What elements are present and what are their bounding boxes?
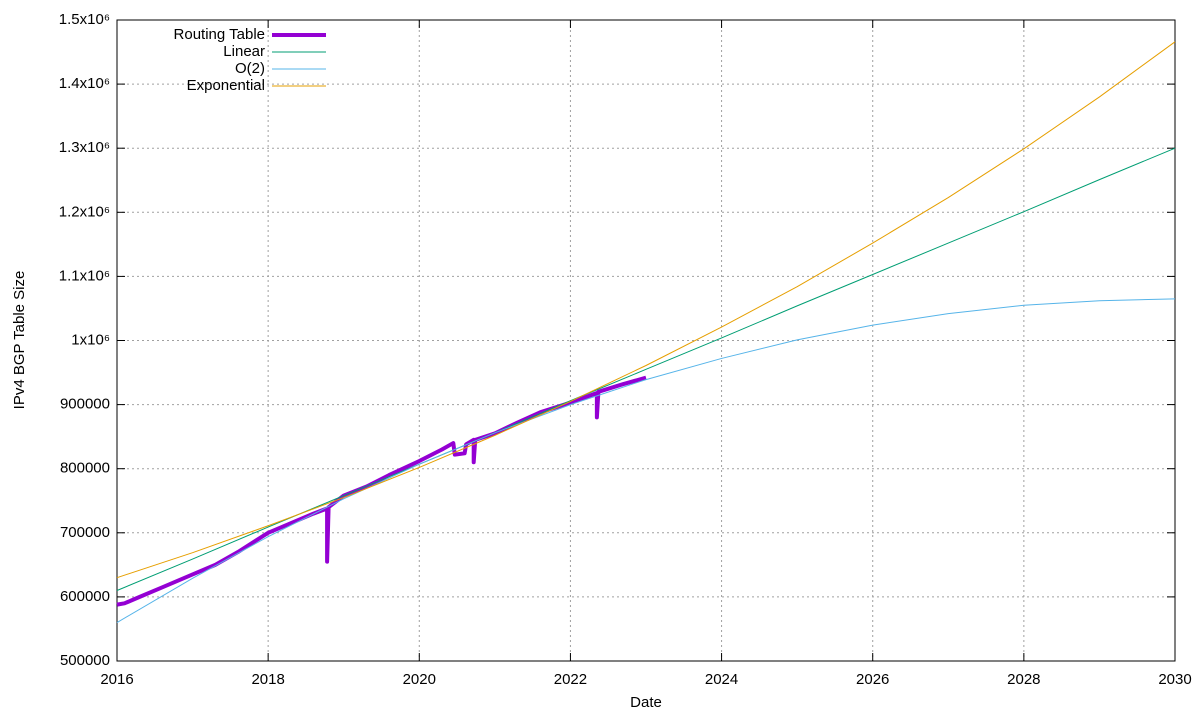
- y-tick-label: 500000: [60, 652, 110, 669]
- legend-label: Exponential: [187, 77, 265, 94]
- y-tick-label: 1.4x10⁶: [59, 75, 110, 92]
- y-tick-label: 1.1x10⁶: [59, 267, 110, 284]
- x-tick-label: 2030: [1158, 671, 1191, 688]
- series-line: [116, 147, 1176, 591]
- y-tick-label: 700000: [60, 524, 110, 541]
- x-tick-label: 2018: [251, 671, 284, 688]
- legend-label: Linear: [223, 43, 265, 60]
- x-tick-label: 2020: [403, 671, 436, 688]
- legend-label: O(2): [235, 60, 265, 77]
- y-tick-label: 800000: [60, 460, 110, 477]
- series-line: [116, 41, 1176, 579]
- y-tick-label: 1.3x10⁶: [59, 139, 110, 156]
- plot-frame: [116, 19, 1176, 662]
- y-axis-label: IPv4 BGP Table Size: [11, 271, 28, 410]
- series-line: [116, 375, 647, 607]
- x-tick-label: 2022: [554, 671, 587, 688]
- x-tick-label: 2026: [856, 671, 889, 688]
- x-axis-label: Date: [630, 694, 662, 711]
- y-tick-label: 1.5x10⁶: [59, 11, 110, 28]
- series-line: [116, 298, 1176, 623]
- y-tick-label: 600000: [60, 588, 110, 605]
- legend-label: Routing Table: [174, 26, 265, 43]
- x-tick-label: 2028: [1007, 671, 1040, 688]
- y-tick-label: 1x10⁶: [71, 331, 110, 348]
- y-tick-label: 1.2x10⁶: [59, 203, 110, 220]
- y-tick-label: 900000: [60, 396, 110, 413]
- x-tick-label: 2024: [705, 671, 738, 688]
- x-tick-label: 2016: [100, 671, 133, 688]
